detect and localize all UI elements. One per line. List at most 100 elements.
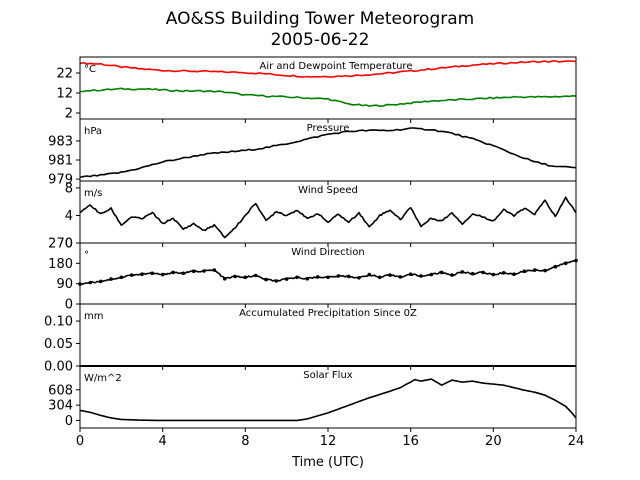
x-tick-label: 20: [485, 434, 502, 449]
series-point-wind_dir: [109, 277, 113, 281]
series-point-wind_dir: [88, 280, 93, 285]
y-tick-label: 90: [56, 277, 73, 292]
series-point-wind_dir: [357, 276, 361, 280]
x-tick-label: 12: [320, 434, 337, 449]
series-point-wind_dir: [295, 275, 299, 280]
y-tick-label: 0: [65, 414, 73, 429]
y-tick-label: 979: [48, 173, 73, 188]
series-point-wind_dir: [450, 273, 454, 277]
series-point-wind_dir: [398, 275, 403, 279]
series-point-wind_dir: [522, 269, 527, 274]
series-point-wind_dir: [129, 273, 134, 277]
series-point-wind_dir: [460, 270, 465, 274]
y-tick-label: 0.05: [44, 337, 73, 352]
series-point-wind_dir: [377, 275, 382, 280]
series-point-wind_dir: [305, 276, 310, 281]
series-point-wind_dir: [98, 279, 103, 284]
y-tick-label: 12: [56, 87, 73, 102]
x-tick-label: 16: [402, 434, 419, 449]
panel-title: Solar Flux: [303, 370, 353, 381]
y-tick-label: 4: [65, 209, 73, 224]
series-point-wind_dir: [501, 271, 506, 275]
series-point-wind_dir: [563, 261, 568, 266]
series-point-wind_dir: [429, 272, 434, 277]
panel-unit: W/m^2: [84, 373, 122, 384]
series-line-temp-0: [79, 60, 577, 78]
y-tick-label: 0.10: [44, 315, 73, 330]
series-point-wind_dir: [315, 275, 320, 279]
series-point-wind_dir: [367, 272, 372, 277]
series-line-pressure-0: [79, 127, 577, 179]
y-tick-label: 22: [56, 67, 73, 82]
series-point-wind_dir: [512, 272, 516, 277]
series-point-wind_dir: [491, 272, 496, 277]
series-point-wind_dir: [243, 275, 248, 280]
y-tick-label: 981: [48, 154, 73, 169]
series-point-wind_dir: [222, 276, 227, 281]
y-tick-label: 0: [65, 237, 73, 252]
series-point-wind_dir: [119, 275, 124, 280]
series-point-wind_dir: [160, 272, 165, 277]
series-point-wind_dir: [140, 272, 144, 277]
x-axis-label: Time (UTC): [291, 455, 364, 470]
panel-title: Wind Direction: [291, 247, 365, 258]
chart-subtitle: 2005-06-22: [271, 30, 370, 50]
series-point-wind_dir: [543, 268, 547, 273]
panel-temp: 2 12 22 Air and Dewpoint Temperature °C: [56, 56, 577, 123]
series-line-wind_dir-0: [79, 259, 577, 286]
y-tick-label: 608: [48, 383, 73, 398]
series-point-wind_dir: [470, 271, 475, 276]
series-point-wind_dir: [553, 264, 558, 269]
y-tick-label: 0.00: [44, 360, 73, 375]
panel-unit: m/s: [84, 188, 102, 199]
panel-unit: °C: [84, 64, 96, 75]
series-point-wind_dir: [388, 273, 392, 277]
panels-group: 2 12 22 Air and Dewpoint Temperature °C 979 98…: [44, 56, 585, 449]
panel-pressure: 979 981 983 Pressure hPa: [48, 118, 577, 188]
x-tick-label: 4: [159, 434, 167, 449]
x-tick-label: 8: [241, 434, 249, 449]
series-point-wind_dir: [181, 271, 186, 276]
series-point-wind_dir: [171, 270, 175, 275]
series-point-wind_dir: [326, 275, 330, 280]
series-point-wind_dir: [274, 279, 279, 283]
series-line-temp-1: [80, 87, 577, 107]
series-point-wind_dir: [212, 268, 217, 272]
panel-precip: 0.00 0.05 0.10 Accumulated Precipitation Si…: [44, 303, 577, 375]
series-point-wind_dir: [202, 269, 206, 273]
series-point-wind_dir: [532, 268, 537, 272]
y-tick-label: 180: [48, 257, 73, 272]
series-point-wind_dir: [336, 274, 341, 278]
panel-unit: mm: [84, 311, 103, 322]
y-tick-label: 304: [48, 399, 73, 414]
panel-title: Accumulated Precipitation Since 0Z: [239, 308, 417, 319]
series-point-wind_dir: [191, 269, 196, 274]
series-line-wind_speed-0: [79, 196, 577, 239]
series-point-wind_dir: [284, 277, 289, 281]
chart-title: AO&SS Building Tower Meteorogram: [166, 9, 474, 29]
series-line-solar-0: [79, 378, 577, 422]
series-point-wind_dir: [439, 270, 444, 275]
panel-wind_dir: 0 90 180 270 Wind Direction °: [48, 237, 578, 313]
panel-wind_speed: 0 4 8 Wind Speed m/s: [65, 180, 577, 252]
y-tick-label: 0: [65, 298, 73, 313]
panel-unit: °: [84, 250, 89, 261]
panel-title: Pressure: [307, 123, 350, 134]
series-point-wind_dir: [150, 271, 155, 276]
panel-unit: hPa: [84, 126, 102, 137]
series-point-wind_dir: [346, 274, 351, 279]
series-point-wind_dir: [419, 274, 423, 278]
x-tick-label: 0: [76, 434, 84, 449]
series-point-wind_dir: [408, 272, 413, 277]
y-tick-label: 983: [48, 134, 73, 149]
y-tick-label: 270: [48, 237, 73, 252]
y-tick-label: 8: [65, 181, 73, 196]
y-tick-label: 2: [65, 107, 73, 122]
panel-title: Wind Speed: [298, 185, 358, 196]
panel-title: Air and Dewpoint Temperature: [260, 61, 413, 72]
x-tick-label: 24: [568, 434, 585, 449]
series-point-wind_dir: [481, 270, 485, 275]
series-point-wind_dir: [233, 274, 237, 279]
